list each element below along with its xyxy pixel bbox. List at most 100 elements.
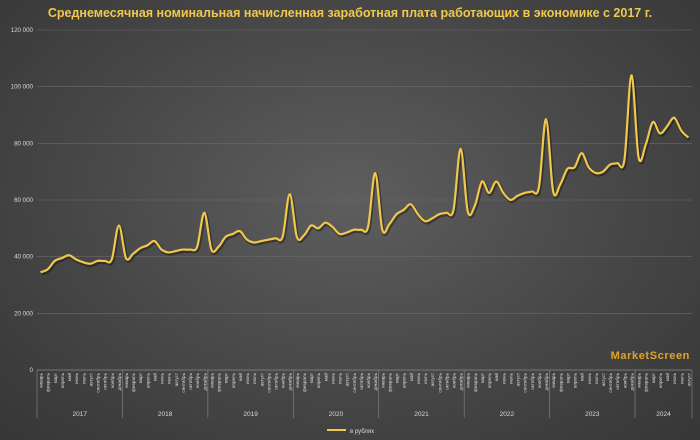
data-point — [303, 235, 305, 237]
data-point — [90, 263, 92, 265]
data-point — [275, 237, 277, 239]
series-line-shadow — [40, 75, 691, 276]
x-tick-label: октябрь — [444, 372, 449, 389]
data-point — [410, 203, 412, 205]
data-point — [545, 118, 547, 120]
y-tick-label: 40 000 — [14, 254, 33, 261]
data-point — [168, 252, 170, 254]
data-point — [175, 250, 177, 252]
data-point — [438, 213, 440, 215]
y-axis-tick-labels: 0 20 000 40 000 60 000 80 000 100 000 120 000 — [11, 27, 34, 374]
data-point — [602, 171, 604, 173]
x-tick-label: март — [651, 372, 656, 383]
x-tick-label: декабрь — [544, 372, 549, 390]
data-point — [538, 186, 540, 188]
x-tick-label: август — [430, 372, 435, 386]
x-tick-label: март — [480, 372, 485, 383]
gridlines — [37, 29, 692, 314]
data-point — [232, 233, 234, 235]
x-tick-label: июль — [423, 372, 428, 384]
x-tick-label: декабрь — [373, 372, 378, 390]
data-point — [424, 220, 426, 222]
x-tick-label: октябрь — [188, 372, 193, 389]
data-point — [125, 257, 127, 259]
x-tick-label: апрель — [402, 372, 407, 388]
data-point — [524, 192, 526, 194]
data-point — [495, 181, 497, 183]
x-tick-label: сентябрь — [437, 372, 442, 392]
data-point — [595, 172, 597, 174]
x-tick-label: апрель — [316, 372, 321, 388]
data-point — [673, 117, 675, 119]
data-point — [282, 236, 284, 238]
x-tick-label: сентябрь — [523, 372, 528, 392]
x-tick-label: ноябрь — [537, 372, 542, 388]
data-point — [260, 240, 262, 242]
data-point — [267, 239, 269, 241]
x-tick-label: март — [309, 372, 314, 383]
year-label: 2020 — [329, 411, 344, 418]
x-tick-label: июнь — [672, 372, 677, 384]
x-tick-label: июль — [167, 372, 172, 384]
data-point — [196, 246, 198, 248]
x-tick-label: июнь — [501, 372, 506, 384]
data-point — [453, 209, 455, 211]
data-point — [75, 259, 77, 261]
data-point — [332, 226, 334, 228]
x-tick-label: декабрь — [629, 372, 634, 390]
data-point — [239, 230, 241, 232]
x-tick-label: февраль — [46, 372, 51, 392]
data-point — [403, 209, 405, 211]
data-point — [467, 210, 469, 212]
data-point — [659, 133, 661, 135]
data-point — [132, 253, 134, 255]
data-point — [631, 74, 633, 76]
x-tick-label: август — [88, 372, 93, 386]
x-tick-label: апрель — [231, 372, 236, 388]
data-point — [111, 259, 113, 261]
x-tick-label: октябрь — [615, 372, 620, 389]
y-tick-label: 120 000 — [11, 27, 34, 34]
data-point — [389, 223, 391, 225]
series-line — [40, 74, 690, 274]
x-tick-label: июнь — [160, 372, 165, 384]
x-tick-label: октябрь — [359, 372, 364, 389]
x-tick-label: январь — [209, 372, 214, 388]
x-tick-label: сентябрь — [266, 372, 271, 392]
data-point — [104, 260, 106, 262]
data-point — [688, 137, 690, 139]
x-tick-label: январь — [380, 372, 385, 388]
x-tick-label: ноябрь — [451, 372, 456, 388]
data-point — [559, 184, 561, 186]
x-tick-label: декабрь — [459, 372, 464, 390]
x-tick-label: май — [493, 373, 499, 382]
x-tick-label: сентябрь — [352, 372, 357, 392]
x-tick-label: август — [259, 372, 264, 386]
data-point — [40, 271, 42, 273]
x-tick-label: февраль — [217, 372, 222, 392]
data-point — [680, 130, 682, 132]
x-tick-label: ноябрь — [110, 372, 115, 388]
year-label: 2021 — [414, 411, 429, 418]
data-point — [666, 125, 668, 127]
x-tick-label: ноябрь — [622, 372, 627, 388]
data-point — [609, 164, 611, 166]
data-point — [139, 247, 141, 249]
y-tick-label: 60 000 — [14, 197, 33, 204]
data-point — [61, 257, 63, 259]
data-point — [296, 236, 298, 238]
x-tick-label: июль — [252, 372, 257, 384]
chart-title: Среднемесячная номинальная начисленная з… — [47, 6, 653, 20]
year-label: 2022 — [500, 411, 515, 418]
x-tick-label: июль — [594, 372, 599, 384]
data-point — [396, 213, 398, 215]
x-tick-label: август — [174, 372, 179, 386]
x-tick-label: май — [664, 373, 670, 382]
x-tick-label: август — [601, 372, 606, 386]
data-point — [68, 254, 70, 256]
data-point — [567, 168, 569, 170]
x-tick-label: июнь — [74, 372, 79, 384]
year-label: 2023 — [585, 411, 600, 418]
x-tick-label: декабрь — [117, 372, 122, 390]
